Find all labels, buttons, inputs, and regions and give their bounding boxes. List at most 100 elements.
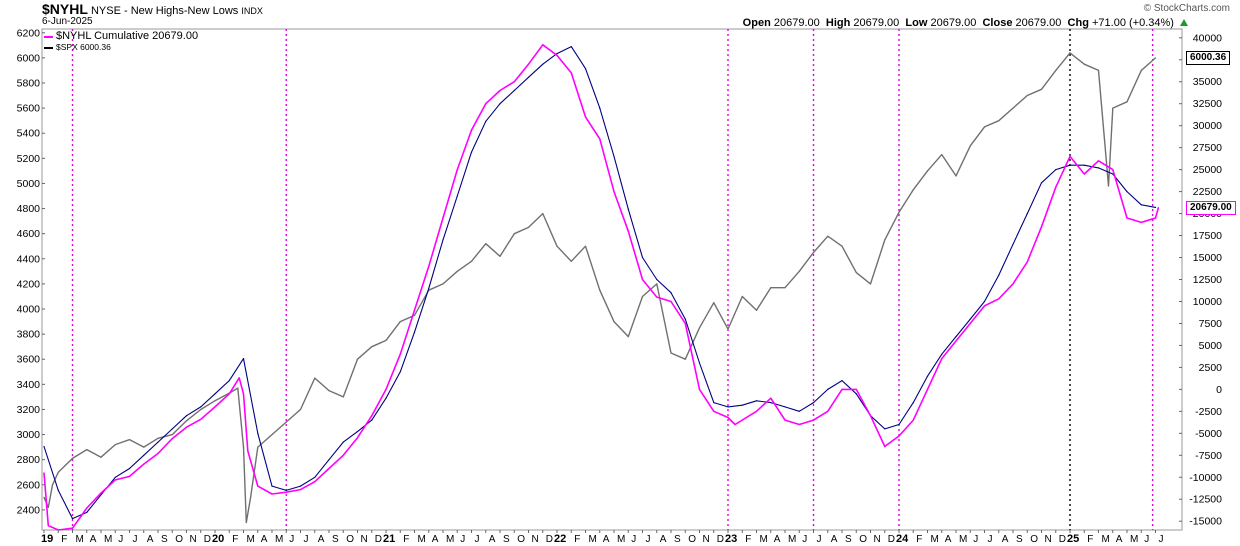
spx-point-59 <box>812 251 815 254</box>
spx-point-83 <box>1140 69 1142 71</box>
nyhl-cumulative-point-73 <box>1040 226 1043 228</box>
moving-average-point-22 <box>356 431 359 433</box>
left-tick-label-2400: 2400 <box>17 504 41 516</box>
x-tick-label-56: S <box>845 534 852 545</box>
nyhl-cumulative-point-31 <box>442 217 444 219</box>
spx-point-70 <box>969 145 971 147</box>
spx-point-23 <box>299 408 302 411</box>
right-tick-label-2500: 2500 <box>1199 362 1223 374</box>
x-tick-label-70: N <box>1045 534 1052 545</box>
moving-average-point-50 <box>755 400 758 402</box>
spx-point-19 <box>250 496 252 498</box>
moving-average-point-77 <box>1140 204 1142 206</box>
moving-average-point-54 <box>812 402 815 404</box>
spx-point-40 <box>542 213 544 215</box>
spx-point-76 <box>1055 69 1057 71</box>
right-tick-label-27500: 27500 <box>1193 142 1222 154</box>
moving-average-point-6 <box>128 467 131 470</box>
x-tick-label-72: 25 <box>1067 533 1079 545</box>
nyhl-cumulative-point-77 <box>1097 160 1100 162</box>
right-tick-label--10000: -10000 <box>1189 472 1222 484</box>
spx-point-33 <box>442 283 444 285</box>
moving-average-point-55 <box>827 388 829 390</box>
moving-average-point-45 <box>684 318 686 320</box>
spx-point-20 <box>257 446 259 448</box>
nyhl-cumulative-point-57 <box>812 419 815 421</box>
nyhl-cumulative-point-25 <box>356 437 359 439</box>
moving-average-point-56 <box>841 380 843 382</box>
x-tick-label-5: J <box>118 534 123 545</box>
nyhl-cumulative-point-79 <box>1126 217 1128 219</box>
nyhl-cumulative-point-54 <box>770 397 772 399</box>
moving-average-point-27 <box>428 287 430 289</box>
nyhl-cumulative-point-69 <box>983 305 986 307</box>
left-tick-label-5400: 5400 <box>17 128 41 140</box>
nyhl-cumulative-point-63 <box>898 435 900 437</box>
spx-point-47 <box>641 295 644 298</box>
nyhl-cumulative-point-30 <box>428 265 430 267</box>
moving-average-point-47 <box>713 402 715 404</box>
moving-average-point-0 <box>43 445 45 448</box>
up-arrow-icon <box>1180 19 1188 26</box>
x-tick-label-23: D <box>375 534 382 545</box>
nyhl-cumulative-point-74 <box>1055 186 1057 188</box>
moving-average-point-2 <box>71 518 74 520</box>
x-tick-label-32: S <box>503 534 510 545</box>
spx-point-10 <box>157 437 159 439</box>
nyhl-cumulative-point-4 <box>86 507 88 509</box>
moving-average-point-8 <box>157 441 159 443</box>
spx-point-84 <box>1154 57 1157 59</box>
x-tick-label-54: J <box>817 534 822 545</box>
ohlc-readout: Open 20679.00 High 20679.00 Low 20679.00… <box>743 17 1188 29</box>
spx-point-62 <box>855 272 857 274</box>
moving-average-point-37 <box>570 46 572 48</box>
right-tick-label--7500: -7500 <box>1195 450 1222 462</box>
nyhl-cumulative-point-22 <box>314 481 316 483</box>
nyhl-cumulative-point-12 <box>200 418 202 420</box>
nyhl-cumulative-point-42 <box>599 138 601 140</box>
x-tick-label-43: A <box>660 534 667 545</box>
moving-average-point-14 <box>242 358 245 360</box>
spx-point-45 <box>613 321 615 323</box>
x-tick-label-44: S <box>674 534 681 545</box>
moving-average-point-41 <box>627 208 629 210</box>
left-tick-label-2800: 2800 <box>17 454 41 466</box>
spx-point-9 <box>143 446 145 448</box>
symbol: $NYHL <box>42 1 88 17</box>
right-tick-label--2500: -2500 <box>1195 406 1222 418</box>
nyhl-cumulative-point-62 <box>884 445 886 448</box>
x-tick-label-29: J <box>460 534 465 545</box>
left-tick-label-3400: 3400 <box>17 379 41 391</box>
nyhl-cumulative-point-53 <box>755 410 758 412</box>
spx-point-1 <box>47 506 49 508</box>
spx-point-41 <box>556 245 558 247</box>
nyhl-cumulative-point-56 <box>798 423 800 426</box>
right-tick-label-40000: 40000 <box>1193 32 1222 44</box>
spx-last-value-tag: 6000.36 <box>1186 50 1231 65</box>
moving-average-point-19 <box>314 476 316 478</box>
left-tick-label-5800: 5800 <box>17 77 41 89</box>
moving-average-point-68 <box>1012 243 1014 245</box>
nyhl-cumulative-point-13 <box>214 406 216 408</box>
x-tick-label-36: 22 <box>554 533 566 545</box>
spx-point-39 <box>527 226 530 228</box>
x-tick-label-9: O <box>175 534 183 545</box>
spx-point-52 <box>713 302 715 304</box>
nyhl-cumulative-point-7 <box>128 475 131 477</box>
spx-point-49 <box>670 352 672 354</box>
nyhl-cumulative-point-68 <box>969 322 971 324</box>
left-tick-label-6200: 6200 <box>17 27 41 39</box>
left-tick-label-4000: 4000 <box>17 304 41 316</box>
nyhl-cumulative-point-29 <box>413 309 416 311</box>
x-tick-label-6: J <box>133 534 138 545</box>
right-tick-label-12500: 12500 <box>1193 274 1222 286</box>
nyhl-cumulative-point-34 <box>485 103 487 105</box>
moving-average-point-72 <box>1069 164 1071 166</box>
left-tick-label-4400: 4400 <box>17 253 41 265</box>
right-tick-label-0: 0 <box>1216 384 1222 396</box>
nyhl-cumulative-point-37 <box>527 63 530 65</box>
moving-average-point-3 <box>86 511 88 513</box>
nyhl-cumulative-point-76 <box>1083 173 1085 175</box>
spx-point-35 <box>470 260 473 262</box>
nyhl-cumulative-point-11 <box>185 426 188 428</box>
